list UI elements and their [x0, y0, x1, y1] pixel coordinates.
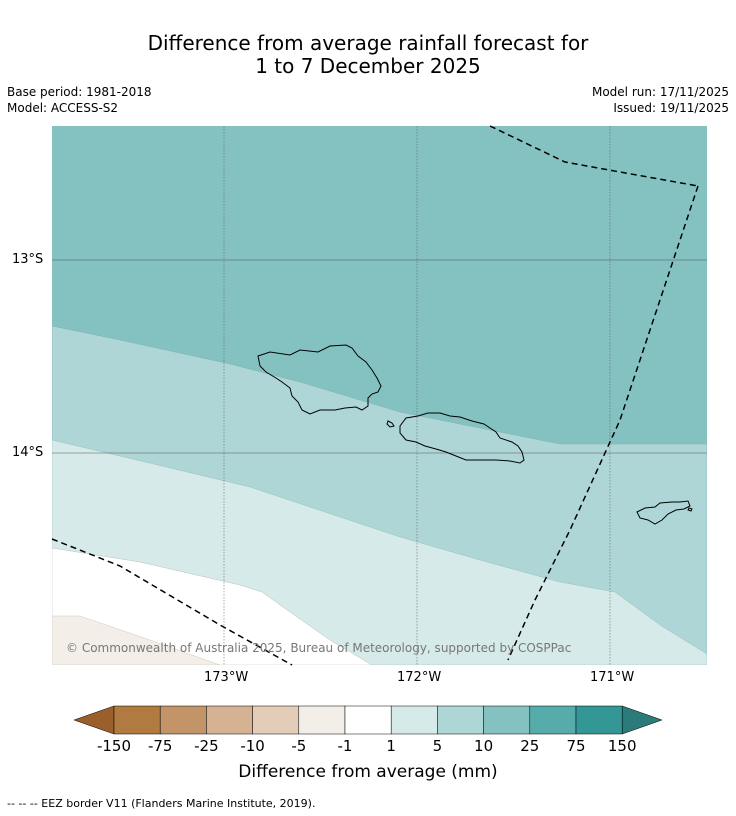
island-tutuila	[636, 500, 691, 525]
colorbar-segment	[298, 705, 346, 735]
colorbar-tick-label: -1	[337, 737, 353, 755]
title-line-1: Difference from average rainfall forecas…	[147, 31, 589, 55]
copyright-notice: © Commonwealth of Australia 2025, Bureau…	[66, 641, 572, 655]
colorbar-extend-high	[621, 705, 663, 735]
region-dry	[52, 615, 221, 665]
lat-label-13s: 13°S	[12, 252, 44, 267]
colorbar-tick-label: 1	[386, 737, 396, 755]
colorbar-segment	[159, 705, 207, 735]
colorbar-tick-label: 75	[566, 737, 586, 755]
colorbar-segment	[390, 705, 438, 735]
island-aunuu	[687, 507, 693, 512]
colorbar	[73, 705, 663, 735]
colorbar-segment	[437, 705, 484, 735]
eez-border-north	[489, 125, 699, 187]
colorbar-segment	[252, 705, 300, 735]
island-savaii	[257, 344, 382, 415]
colorbar-tick-label: 5	[432, 737, 443, 755]
map-panel	[52, 126, 707, 665]
base-period: Base period: 1981-2018	[7, 85, 152, 99]
island-manono	[386, 420, 395, 428]
colorbar-tick-label: 10	[474, 737, 494, 755]
title-line-2: 1 to 7 December 2025	[255, 54, 481, 78]
colorbar-tick-label: -150	[96, 737, 132, 755]
eez-border-east	[507, 185, 699, 661]
eez-border-southwest	[51, 538, 293, 666]
island-upolu	[399, 412, 525, 464]
colorbar-title: Difference from average (mm)	[238, 762, 498, 782]
colorbar-tick-label: -5	[291, 737, 307, 755]
model-name: Model: ACCESS-S2	[7, 101, 119, 115]
colorbar-tick-label: -75	[147, 737, 173, 755]
colorbar-tick-label: -10	[240, 737, 265, 755]
lon-label-173w: 173°W	[204, 670, 249, 685]
colorbar-tick-label: 25	[520, 737, 540, 755]
islands	[257, 344, 693, 525]
colorbar-segment	[344, 705, 392, 735]
lon-label-172w: 172°W	[397, 670, 442, 685]
colorbar-extend-low	[73, 705, 115, 735]
colorbar-segment	[483, 705, 531, 735]
eez-footnote: -- -- -- EEZ border V11 (Flanders Marine…	[7, 797, 316, 810]
colorbar-tick-label: -25	[194, 737, 219, 755]
colorbar-segment	[113, 705, 161, 735]
model-run: Model run: 17/11/2025	[591, 85, 729, 99]
colorbar-tick-label: 150	[607, 737, 637, 755]
eez-borders	[51, 125, 699, 666]
colorbar-segment	[529, 705, 577, 735]
colorbar-segment	[206, 705, 253, 735]
grid-lines	[52, 126, 707, 665]
issued-date: Issued: 19/11/2025	[613, 101, 729, 115]
lon-label-171w: 171°W	[590, 670, 635, 685]
lat-label-14s: 14°S	[12, 445, 44, 460]
colorbar-segment	[575, 705, 623, 735]
